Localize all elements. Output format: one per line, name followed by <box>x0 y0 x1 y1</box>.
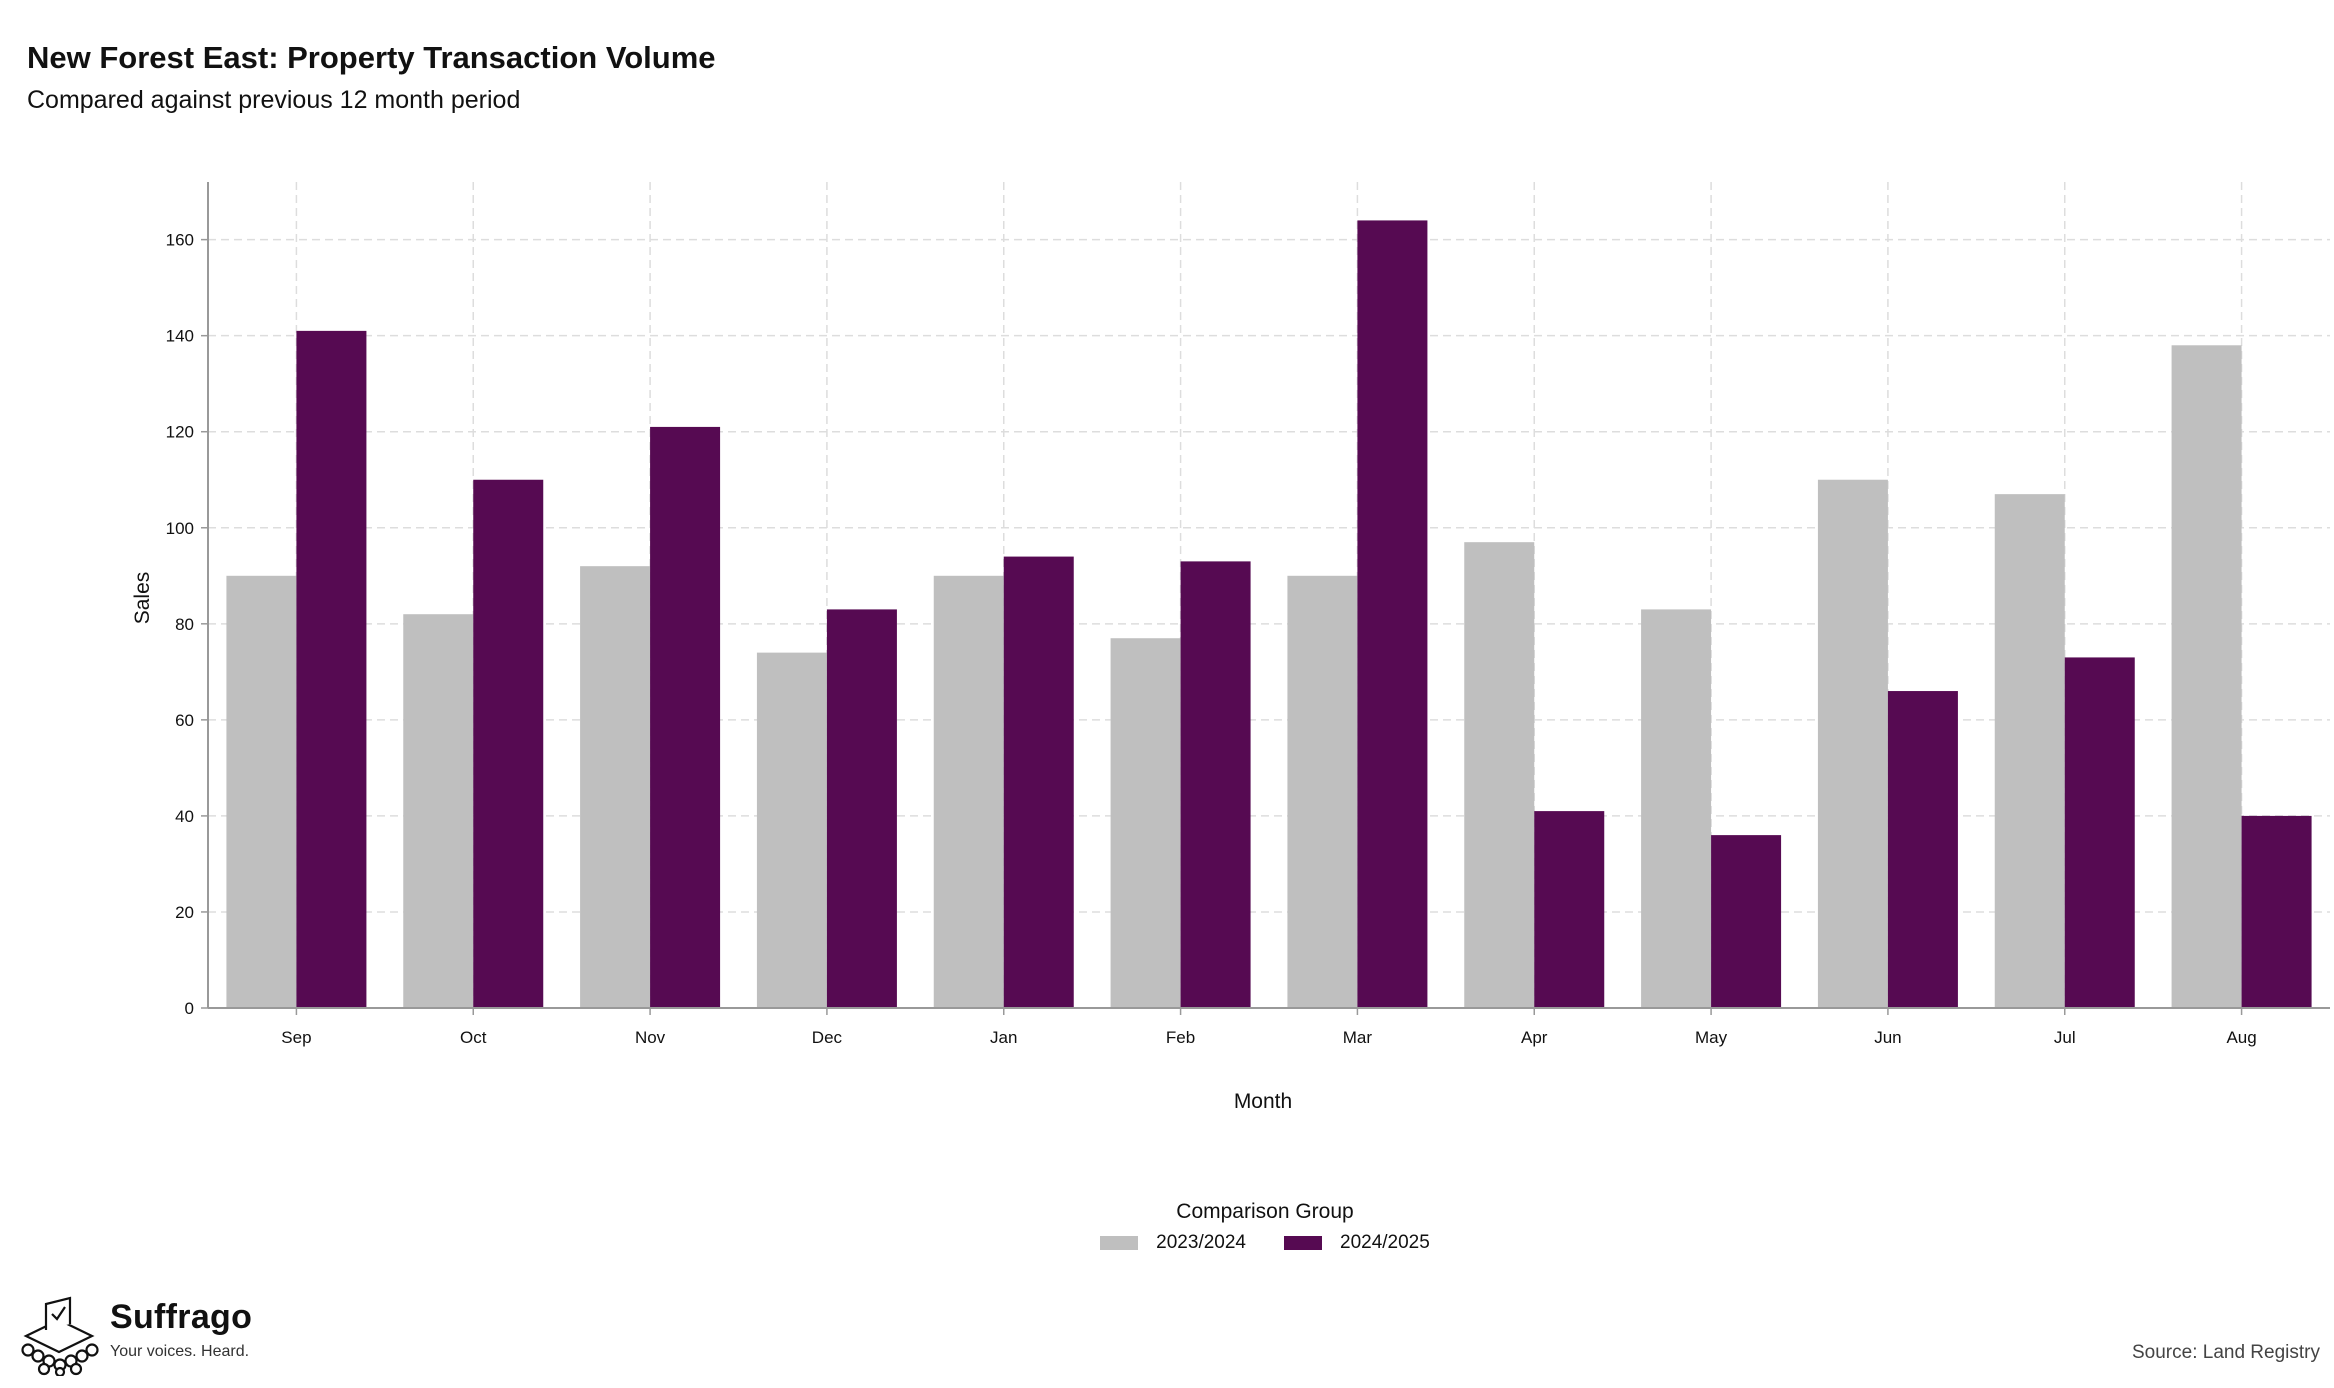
bar-2023-2024-apr <box>1464 542 1535 1008</box>
grid-layer <box>208 182 2330 1008</box>
bar-2024-2025-jan <box>1003 556 1074 1008</box>
y-tick-label: 100 <box>166 519 194 538</box>
x-tick-label: Feb <box>1166 1028 1195 1047</box>
brand-text: Suffrago Your voices. Heard. <box>110 1298 252 1361</box>
legend: Comparison Group 2023/2024 2024/2025 <box>1000 1200 1530 1254</box>
source-note: Source: Land Registry <box>2132 1342 2320 1363</box>
ballot-box-logo-icon <box>21 1296 99 1376</box>
bar-2023-2024-jul <box>1994 494 2065 1009</box>
bar-2023-2024-dec <box>756 652 827 1008</box>
bar-2024-2025-oct <box>473 479 544 1009</box>
y-tick-label: 40 <box>175 807 194 826</box>
y-axis-title: Sales <box>131 572 154 625</box>
bar-2023-2024-mar <box>1287 575 1358 1008</box>
bar-2023-2024-sep <box>226 575 297 1008</box>
y-tick-label: 140 <box>166 327 194 346</box>
bar-2023-2024-feb <box>1110 638 1181 1008</box>
bar-2024-2025-aug <box>2241 815 2312 1008</box>
bar-2023-2024-jun <box>1817 479 1888 1009</box>
legend-item-2023-2024: 2023/2024 <box>1100 1232 1246 1254</box>
x-tick-label: Mar <box>1343 1028 1373 1047</box>
bars-layer <box>226 220 2312 1009</box>
x-tick-label: Nov <box>635 1028 666 1047</box>
x-tick-label: Oct <box>460 1028 487 1047</box>
bar-2024-2025-may <box>1711 835 1782 1008</box>
y-tick-label: 120 <box>166 423 194 442</box>
x-axis-title: Month <box>1234 1090 1292 1113</box>
y-tick-label: 160 <box>166 231 194 250</box>
bar-2024-2025-sep <box>296 330 367 1009</box>
brand: Suffrago Your voices. Heard. <box>14 1294 252 1376</box>
legend-swatch-2023-2024 <box>1100 1236 1139 1250</box>
bar-2024-2025-jul <box>2064 657 2135 1008</box>
x-tick-label: May <box>1695 1028 1728 1047</box>
legend-label-2024-2025: 2024/2025 <box>1340 1232 1430 1253</box>
bar-2023-2024-aug <box>2171 345 2242 1009</box>
legend-swatch-2024-2025 <box>1284 1236 1322 1250</box>
legend-title: Comparison Group <box>1176 1200 1354 1223</box>
chart-subtitle: Compared against previous 12 month perio… <box>27 86 521 114</box>
x-tick-label: Dec <box>812 1028 843 1047</box>
x-tick-label: Jan <box>990 1028 1017 1047</box>
bar-2024-2025-dec <box>826 609 897 1008</box>
bar-2023-2024-oct <box>403 614 474 1008</box>
x-tick-label: Jul <box>2054 1028 2076 1047</box>
axis-layer: 0 20 40 60 80 100 120 140 160 Sep Oct Nov Dec Jan Feb M… <box>166 182 2330 1047</box>
bar-2024-2025-apr <box>1534 811 1605 1008</box>
x-tick-label: Aug <box>2226 1028 2256 1047</box>
legend-items: 2023/2024 2024/2025 <box>1000 1232 1530 1254</box>
legend-item-2024-2025: 2024/2025 <box>1284 1232 1430 1254</box>
brand-tagline: Your voices. Heard. <box>110 1343 250 1360</box>
y-tick-label: 60 <box>175 711 194 730</box>
x-tick-label: Jun <box>1874 1028 1901 1047</box>
bar-2024-2025-feb <box>1180 561 1251 1008</box>
chart-title: New Forest East: Property Transaction Vo… <box>27 40 716 75</box>
bar-2024-2025-jun <box>1887 691 1958 1008</box>
x-tick-label: Apr <box>1521 1028 1548 1047</box>
y-tick-label: 80 <box>175 615 194 634</box>
bar-2024-2025-mar <box>1357 220 1428 1009</box>
bar-2023-2024-nov <box>580 566 651 1008</box>
y-tick-label: 20 <box>175 903 194 922</box>
bar-2023-2024-may <box>1641 609 1712 1008</box>
bar-2023-2024-jan <box>933 575 1004 1008</box>
legend-label-2023-2024: 2023/2024 <box>1156 1232 1246 1253</box>
y-tick-label: 0 <box>185 999 194 1018</box>
x-tick-label: Sep <box>281 1028 311 1047</box>
brand-name: Suffrago <box>110 1298 253 1336</box>
bar-2024-2025-nov <box>650 426 721 1009</box>
bar-chart: 0 20 40 60 80 100 120 140 160 Sep Oct Nov Dec Jan Feb M… <box>131 182 2330 1113</box>
